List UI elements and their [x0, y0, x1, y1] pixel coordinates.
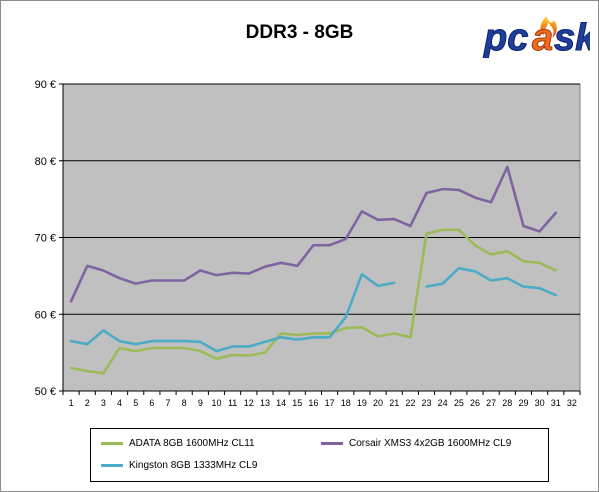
legend-swatch-corsair — [321, 442, 343, 445]
x-tick-label: 32 — [567, 398, 577, 408]
x-tick-label: 14 — [276, 398, 286, 408]
legend-label-corsair: Corsair XMS3 4x2GB 1600MHz CL9 — [349, 438, 512, 449]
x-tick-label: 19 — [357, 398, 367, 408]
series-line-2 — [425, 266, 558, 297]
legend-item-corsair: Corsair XMS3 4x2GB 1600MHz CL9 — [321, 438, 511, 449]
y-tick-label: 60 € — [35, 309, 56, 321]
x-tick-label: 6 — [149, 398, 154, 408]
legend-label-kingston: Kingston 8GB 1333MHz CL9 — [129, 460, 258, 471]
series-line-2 — [69, 272, 396, 353]
svg-text:sk: sk — [554, 17, 590, 58]
legend-swatch-kingston — [101, 464, 123, 467]
series-line-0 — [69, 228, 558, 375]
x-tick-label: 9 — [198, 398, 203, 408]
legend-item-adata: ADATA 8GB 1600MHz CL11 — [101, 438, 255, 449]
x-tick-label: 25 — [454, 398, 464, 408]
x-tick-label: 13 — [260, 398, 270, 408]
legend-item-kingston: Kingston 8GB 1333MHz CL9 — [101, 460, 257, 471]
x-tick-label: 8 — [182, 398, 187, 408]
x-tick-label: 17 — [325, 398, 335, 408]
x-tick-label: 1 — [69, 398, 74, 408]
x-tick-label: 23 — [422, 398, 432, 408]
y-tick-label: 90 € — [35, 79, 56, 91]
x-tick-label: 12 — [244, 398, 254, 408]
legend: ADATA 8GB 1600MHz CL11 Corsair XMS3 4x2G… — [90, 428, 549, 482]
x-tick-label: 18 — [341, 398, 351, 408]
svg-text:pc: pc — [483, 17, 528, 58]
y-tick-label: 70 € — [35, 233, 56, 245]
x-tick-label: 20 — [373, 398, 383, 408]
x-tick-label: 29 — [518, 398, 528, 408]
x-tick-label: 10 — [211, 398, 221, 408]
x-tick-label: 31 — [551, 398, 561, 408]
x-tick-label: 28 — [502, 398, 512, 408]
x-tick-label: 15 — [292, 398, 302, 408]
gridlines — [63, 83, 580, 315]
x-tick-label: 3 — [101, 398, 106, 408]
pcask-logo: pc a sk — [483, 16, 590, 58]
y-tick-label: 80 € — [35, 156, 56, 168]
x-tick-label: 24 — [438, 398, 448, 408]
x-tick-label: 27 — [486, 398, 496, 408]
x-axis-ticks: 1 2 3 4 5 6 7 8 9 10 11 12 13 14 15 16 17 18 19 20 21 22 23 24 2… — [62, 391, 581, 408]
x-tick-label: 4 — [117, 398, 122, 408]
legend-swatch-adata — [101, 442, 123, 445]
x-tick-label: 5 — [133, 398, 138, 408]
x-tick-label: 11 — [228, 398, 237, 408]
svg-text:a: a — [532, 17, 553, 58]
legend-label-adata: ADATA 8GB 1600MHz CL11 — [129, 438, 255, 449]
x-tick-label: 30 — [535, 398, 545, 408]
chart-title: DDR3 - 8GB — [245, 22, 354, 43]
y-axis-ticks: 50 € 60 € 70 € 80 € 90 € — [35, 79, 63, 398]
x-tick-label: 2 — [85, 398, 90, 408]
y-tick-label: 50 € — [35, 386, 56, 398]
series-lines — [69, 165, 558, 375]
series-line-1 — [69, 165, 558, 303]
x-tick-label: 26 — [470, 398, 480, 408]
x-tick-label: 22 — [405, 398, 415, 408]
x-tick-label: 7 — [166, 398, 171, 408]
x-tick-label: 16 — [308, 398, 318, 408]
x-tick-label: 21 — [389, 398, 399, 408]
